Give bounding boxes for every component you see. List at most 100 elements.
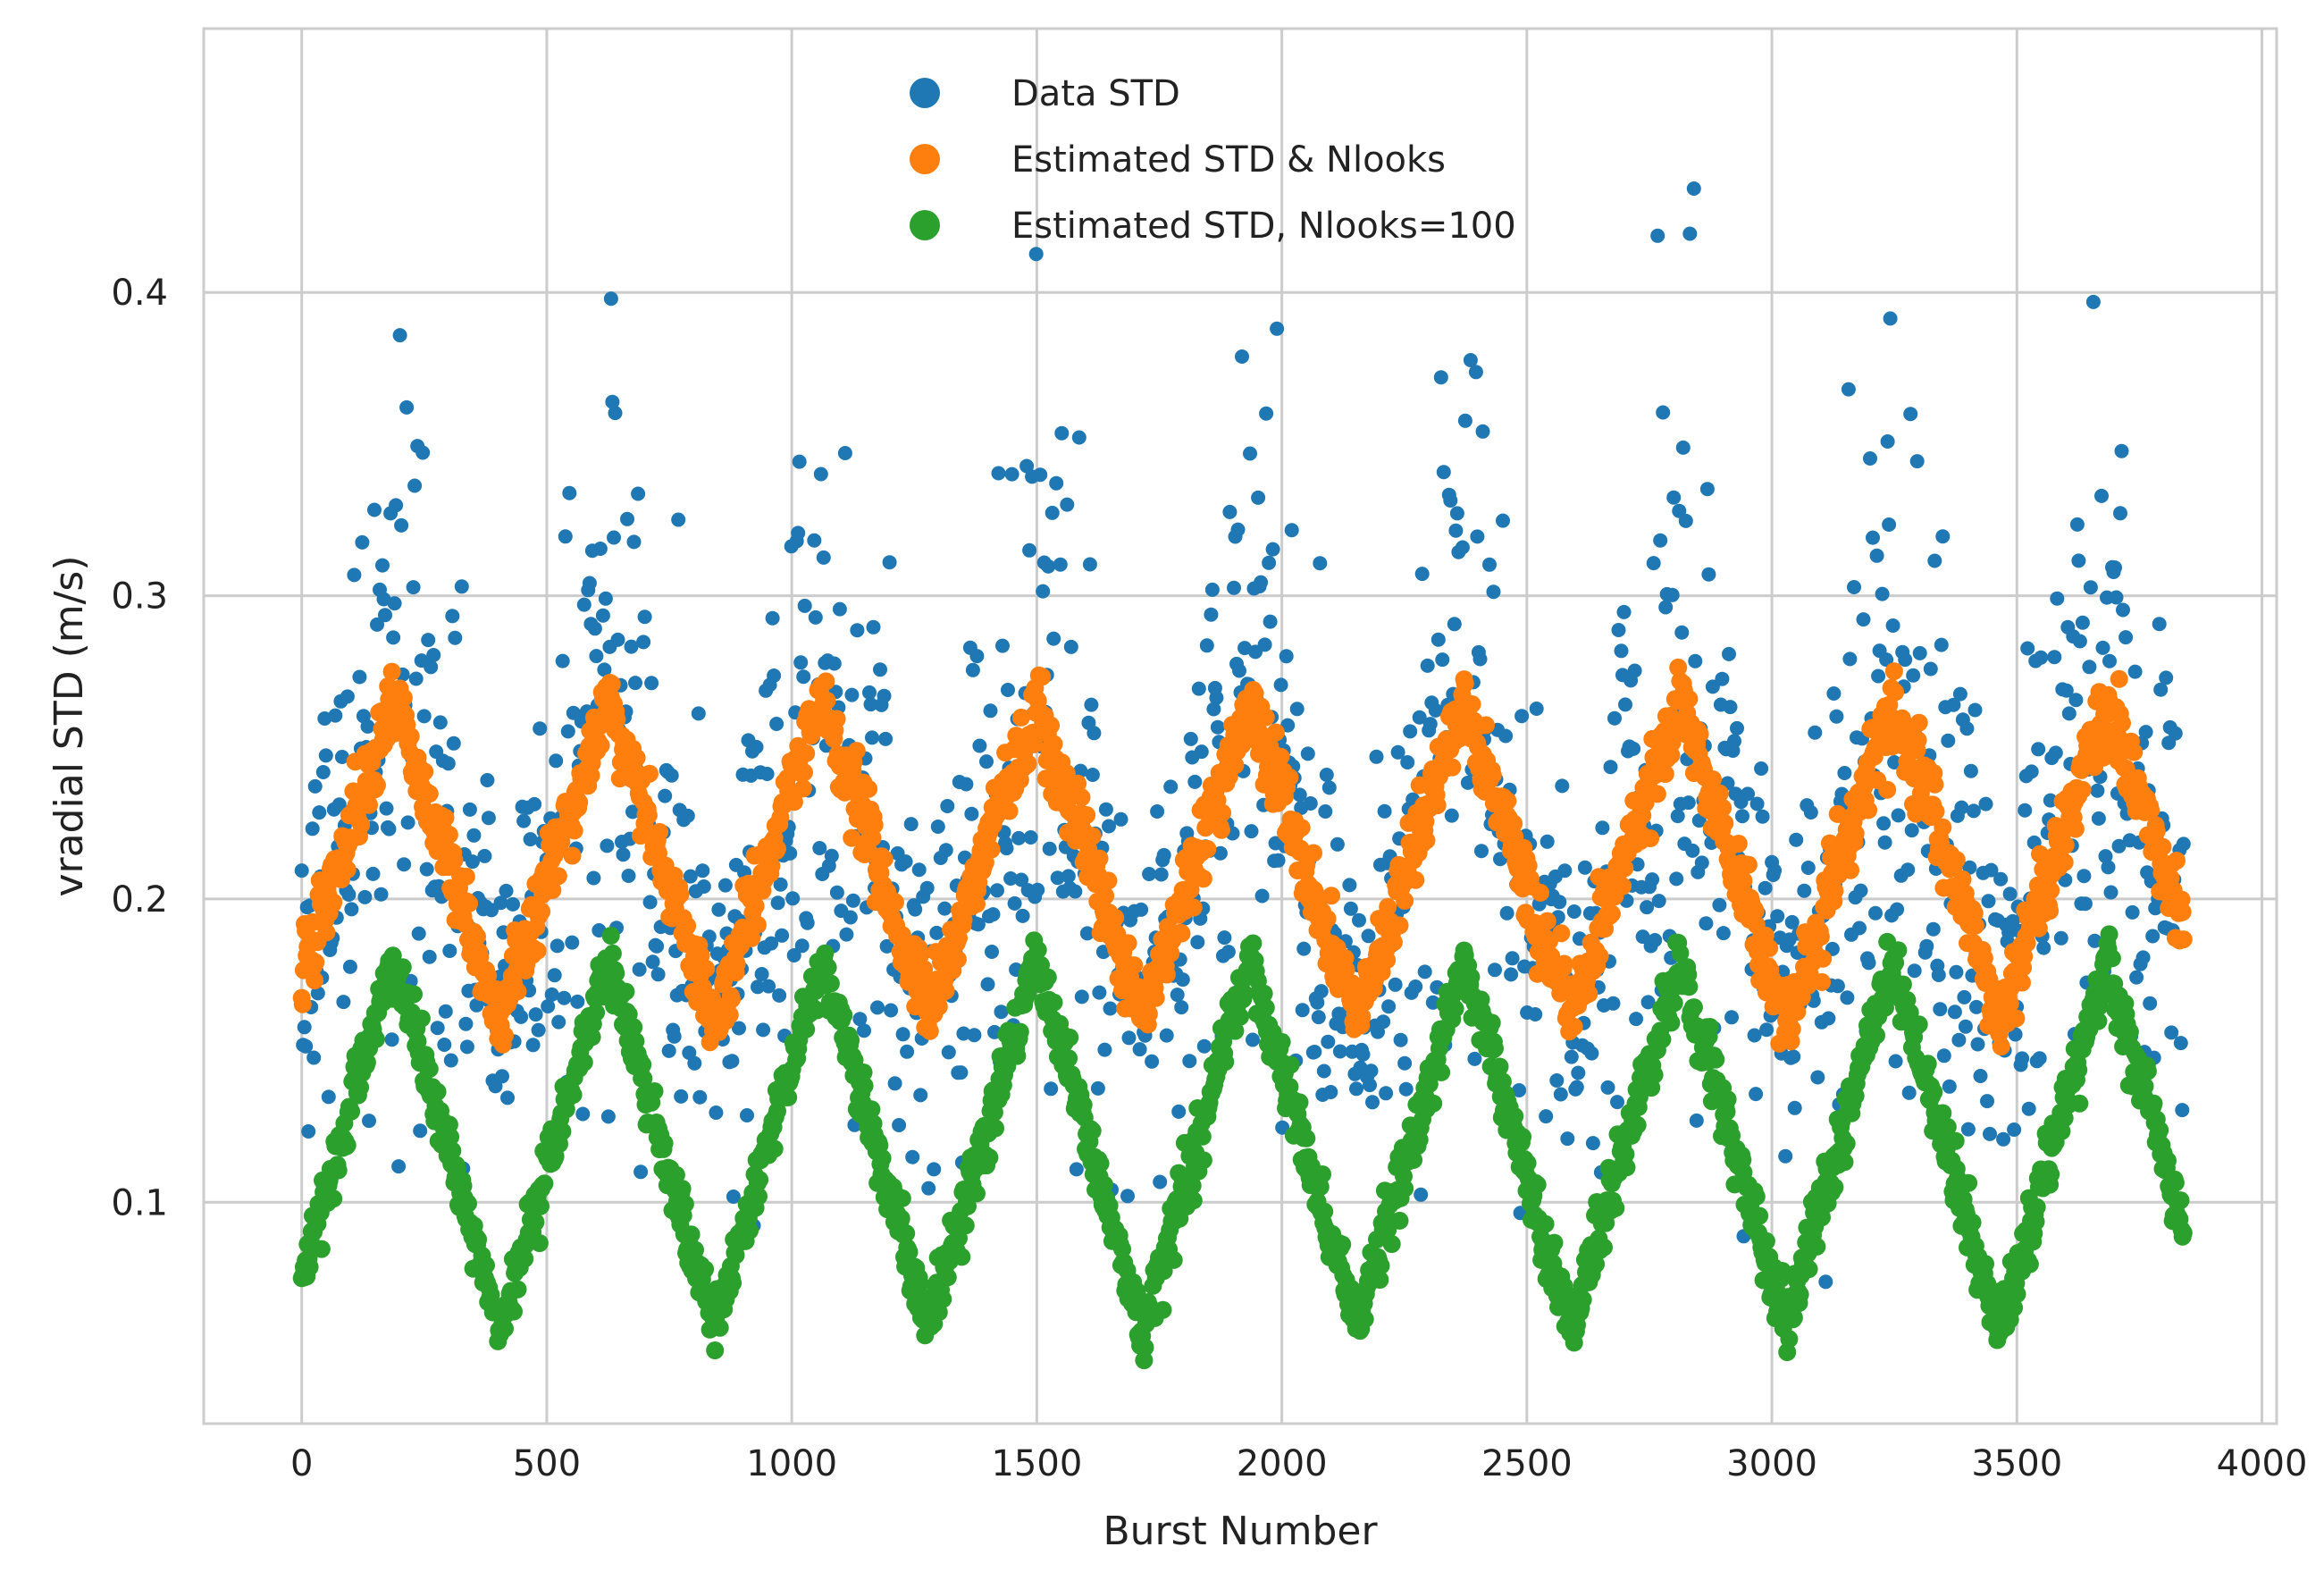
data-point — [2092, 811, 2106, 826]
data-point — [1854, 884, 1868, 898]
data-point — [797, 1021, 815, 1038]
data-point — [709, 1105, 723, 1120]
data-point — [1352, 913, 1366, 928]
data-point — [1317, 1064, 1331, 1079]
data-point — [460, 1039, 474, 1054]
data-point — [2042, 881, 2060, 899]
data-point — [1669, 871, 1683, 886]
data-point — [1924, 662, 1938, 677]
data-point — [697, 960, 715, 978]
data-point — [509, 982, 527, 1000]
data-point — [1539, 912, 1556, 930]
data-point — [696, 1260, 714, 1278]
data-point — [1400, 755, 1414, 769]
data-point — [844, 688, 859, 702]
data-point — [347, 567, 361, 582]
data-point — [1342, 878, 1356, 892]
data-point — [562, 486, 576, 500]
data-point — [1959, 721, 1974, 736]
data-point — [741, 1222, 759, 1240]
data-point — [830, 886, 844, 900]
data-point — [1749, 1087, 1763, 1101]
data-point — [1356, 1047, 1371, 1062]
data-point — [2050, 592, 2064, 606]
data-point — [1640, 900, 1654, 914]
data-point — [1724, 700, 1738, 714]
data-point — [535, 1174, 553, 1192]
data-point — [1967, 803, 1981, 818]
data-point — [1919, 939, 1934, 954]
data-point — [1285, 523, 1299, 537]
data-point — [1297, 1130, 1315, 1147]
data-point — [575, 1054, 593, 1072]
data-point — [1280, 769, 1298, 786]
data-point — [588, 621, 602, 635]
data-point — [2022, 1102, 2036, 1116]
data-point — [1271, 748, 1289, 766]
data-point — [1964, 764, 1978, 778]
data-point — [1370, 750, 1384, 764]
data-point — [1194, 1128, 1212, 1146]
data-point — [532, 1023, 546, 1038]
data-point — [549, 753, 563, 768]
data-point — [477, 1257, 495, 1274]
data-point — [1054, 426, 1069, 441]
data-point — [1699, 916, 1713, 930]
data-point — [557, 991, 571, 1005]
data-point — [1092, 986, 1106, 1000]
data-point — [1821, 1012, 1835, 1026]
data-point — [878, 732, 893, 746]
data-point — [1216, 1053, 1234, 1071]
data-point — [529, 1007, 543, 1021]
data-point — [355, 535, 369, 550]
data-point — [1688, 654, 1702, 668]
data-point — [1629, 1116, 1647, 1134]
data-point — [2169, 727, 2183, 741]
data-point — [1789, 833, 1803, 847]
data-point — [1767, 863, 1782, 878]
data-point — [1540, 835, 1555, 849]
data-point — [1083, 558, 1097, 572]
data-point — [531, 1234, 549, 1252]
data-point — [857, 1023, 871, 1038]
data-point — [1878, 836, 1892, 850]
data-point — [604, 945, 622, 963]
data-point — [1318, 804, 1332, 819]
data-point — [1842, 382, 1856, 397]
data-point — [444, 1054, 458, 1068]
data-point — [2073, 635, 2087, 649]
data-point — [1221, 945, 1236, 959]
data-point — [1716, 814, 1733, 832]
data-point — [2031, 742, 2045, 756]
data-point — [480, 773, 494, 787]
data-point — [1662, 1013, 1680, 1031]
data-point — [1685, 844, 1699, 858]
data-point — [725, 1054, 739, 1068]
data-point — [1941, 734, 1955, 748]
data-point — [957, 1216, 975, 1234]
data-point — [1607, 711, 1622, 726]
data-point — [1603, 905, 1621, 923]
data-point — [749, 916, 767, 934]
data-point — [608, 406, 623, 420]
data-point — [1863, 451, 1877, 466]
data-point — [1504, 967, 1518, 981]
data-point — [1011, 1023, 1029, 1041]
data-point — [1682, 227, 1697, 241]
data-point — [793, 655, 808, 669]
data-point — [368, 777, 386, 794]
data-point — [940, 799, 954, 813]
data-point — [833, 602, 847, 617]
data-point — [458, 1017, 473, 1031]
data-point — [1312, 1010, 1326, 1024]
data-point — [2068, 693, 2083, 707]
data-point — [343, 960, 357, 974]
data-point — [2090, 784, 2104, 798]
data-point — [1783, 1020, 1801, 1038]
data-point — [1829, 710, 1843, 724]
data-point — [1477, 716, 1495, 734]
data-point — [1160, 1029, 1174, 1043]
data-point — [747, 897, 765, 915]
data-point — [1687, 181, 1701, 196]
data-point — [1137, 1339, 1154, 1357]
